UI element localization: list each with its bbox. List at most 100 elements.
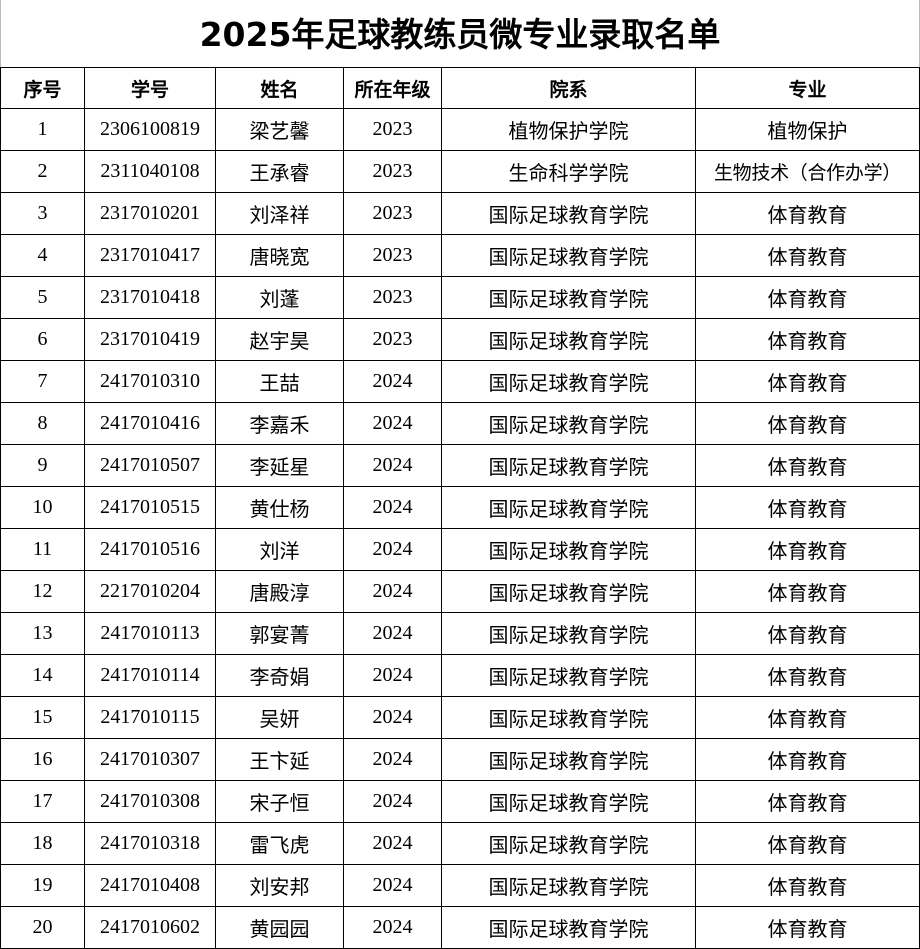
college-cell: 国际足球教育学院 (441, 318, 696, 361)
college-cell: 国际足球教育学院 (441, 360, 696, 403)
grade-cell: 2024 (343, 780, 442, 823)
major-cell: 体育教育 (695, 528, 920, 571)
index-cell: 5 (0, 276, 85, 319)
grade-cell: 2023 (343, 318, 442, 361)
name-cell: 刘洋 (215, 528, 344, 571)
table-row: 11 2417010516 刘洋 2024 国际足球教育学院 体育教育 (0, 528, 920, 571)
major-cell: 体育教育 (695, 318, 920, 361)
table-row: 13 2417010113 郭宴菁 2024 国际足球教育学院 体育教育 (0, 612, 920, 655)
grade-cell: 2024 (343, 360, 442, 403)
grade-cell: 2024 (343, 822, 442, 865)
table-header-row: 序号 学号 姓名 所在年级 院系 专业 (0, 67, 920, 109)
name-cell: 黄仕杨 (215, 486, 344, 529)
college-cell: 国际足球教育学院 (441, 570, 696, 613)
table-row: 17 2417010308 宋子恒 2024 国际足球教育学院 体育教育 (0, 780, 920, 823)
name-cell: 刘泽祥 (215, 192, 344, 235)
student-id-cell: 2417010115 (84, 696, 216, 739)
college-cell: 国际足球教育学院 (441, 276, 696, 319)
index-cell: 1 (0, 108, 85, 151)
name-cell: 黄园园 (215, 906, 344, 949)
grade-cell: 2024 (343, 906, 442, 949)
table-row: 5 2317010418 刘蓬 2023 国际足球教育学院 体育教育 (0, 276, 920, 319)
college-cell: 国际足球教育学院 (441, 528, 696, 571)
student-id-cell: 2417010318 (84, 822, 216, 865)
table-row: 16 2417010307 王卞延 2024 国际足球教育学院 体育教育 (0, 738, 920, 781)
student-id-cell: 2317010418 (84, 276, 216, 319)
name-cell: 雷飞虎 (215, 822, 344, 865)
index-cell: 9 (0, 444, 85, 487)
college-cell: 国际足球教育学院 (441, 654, 696, 697)
grade-cell: 2024 (343, 486, 442, 529)
index-cell: 15 (0, 696, 85, 739)
column-header-college: 院系 (441, 67, 696, 109)
college-cell: 国际足球教育学院 (441, 822, 696, 865)
table-row: 3 2317010201 刘泽祥 2023 国际足球教育学院 体育教育 (0, 192, 920, 235)
grade-cell: 2024 (343, 864, 442, 907)
major-cell: 体育教育 (695, 444, 920, 487)
column-header-index: 序号 (0, 67, 85, 109)
table-row: 10 2417010515 黄仕杨 2024 国际足球教育学院 体育教育 (0, 486, 920, 529)
name-cell: 唐殿淳 (215, 570, 344, 613)
college-cell: 生命科学学院 (441, 150, 696, 193)
student-id-cell: 2306100819 (84, 108, 216, 151)
college-cell: 国际足球教育学院 (441, 906, 696, 949)
name-cell: 吴妍 (215, 696, 344, 739)
student-id-cell: 2417010113 (84, 612, 216, 655)
grade-cell: 2023 (343, 276, 442, 319)
table-row: 14 2417010114 李奇娟 2024 国际足球教育学院 体育教育 (0, 654, 920, 697)
major-cell: 生物技术（合作办学） (695, 150, 920, 193)
college-cell: 国际足球教育学院 (441, 402, 696, 445)
index-cell: 6 (0, 318, 85, 361)
index-cell: 13 (0, 612, 85, 655)
student-id-cell: 2311040108 (84, 150, 216, 193)
name-cell: 王卞延 (215, 738, 344, 781)
table-row: 2 2311040108 王承睿 2023 生命科学学院 生物技术（合作办学） (0, 150, 920, 193)
major-cell: 体育教育 (695, 906, 920, 949)
major-cell: 体育教育 (695, 612, 920, 655)
index-cell: 16 (0, 738, 85, 781)
index-cell: 17 (0, 780, 85, 823)
student-id-cell: 2417010408 (84, 864, 216, 907)
table-row: 9 2417010507 李延星 2024 国际足球教育学院 体育教育 (0, 444, 920, 487)
student-id-cell: 2317010417 (84, 234, 216, 277)
college-cell: 国际足球教育学院 (441, 192, 696, 235)
table-row: 18 2417010318 雷飞虎 2024 国际足球教育学院 体育教育 (0, 822, 920, 865)
table-row: 6 2317010419 赵宇昊 2023 国际足球教育学院 体育教育 (0, 318, 920, 361)
major-cell: 植物保护 (695, 108, 920, 151)
table-row: 19 2417010408 刘安邦 2024 国际足球教育学院 体育教育 (0, 864, 920, 907)
column-header-grade: 所在年级 (343, 67, 442, 109)
grade-cell: 2024 (343, 654, 442, 697)
student-id-cell: 2417010307 (84, 738, 216, 781)
table-row: 7 2417010310 王喆 2024 国际足球教育学院 体育教育 (0, 360, 920, 403)
index-cell: 12 (0, 570, 85, 613)
student-id-cell: 2417010308 (84, 780, 216, 823)
grade-cell: 2024 (343, 738, 442, 781)
table-row: 12 2217010204 唐殿淳 2024 国际足球教育学院 体育教育 (0, 570, 920, 613)
column-header-major: 专业 (695, 67, 920, 109)
index-cell: 14 (0, 654, 85, 697)
name-cell: 刘蓬 (215, 276, 344, 319)
major-cell: 体育教育 (695, 234, 920, 277)
column-header-student-id: 学号 (84, 67, 216, 109)
student-id-cell: 2417010310 (84, 360, 216, 403)
grade-cell: 2023 (343, 192, 442, 235)
grade-cell: 2024 (343, 444, 442, 487)
college-cell: 国际足球教育学院 (441, 612, 696, 655)
college-cell: 国际足球教育学院 (441, 444, 696, 487)
major-cell: 体育教育 (695, 486, 920, 529)
college-cell: 国际足球教育学院 (441, 696, 696, 739)
college-cell: 植物保护学院 (441, 108, 696, 151)
index-cell: 7 (0, 360, 85, 403)
major-cell: 体育教育 (695, 276, 920, 319)
name-cell: 李延星 (215, 444, 344, 487)
index-cell: 20 (0, 906, 85, 949)
college-cell: 国际足球教育学院 (441, 864, 696, 907)
table-row: 8 2417010416 李嘉禾 2024 国际足球教育学院 体育教育 (0, 402, 920, 445)
student-id-cell: 2417010602 (84, 906, 216, 949)
major-cell: 体育教育 (695, 192, 920, 235)
name-cell: 刘安邦 (215, 864, 344, 907)
index-cell: 10 (0, 486, 85, 529)
grade-cell: 2024 (343, 528, 442, 571)
major-cell: 体育教育 (695, 402, 920, 445)
